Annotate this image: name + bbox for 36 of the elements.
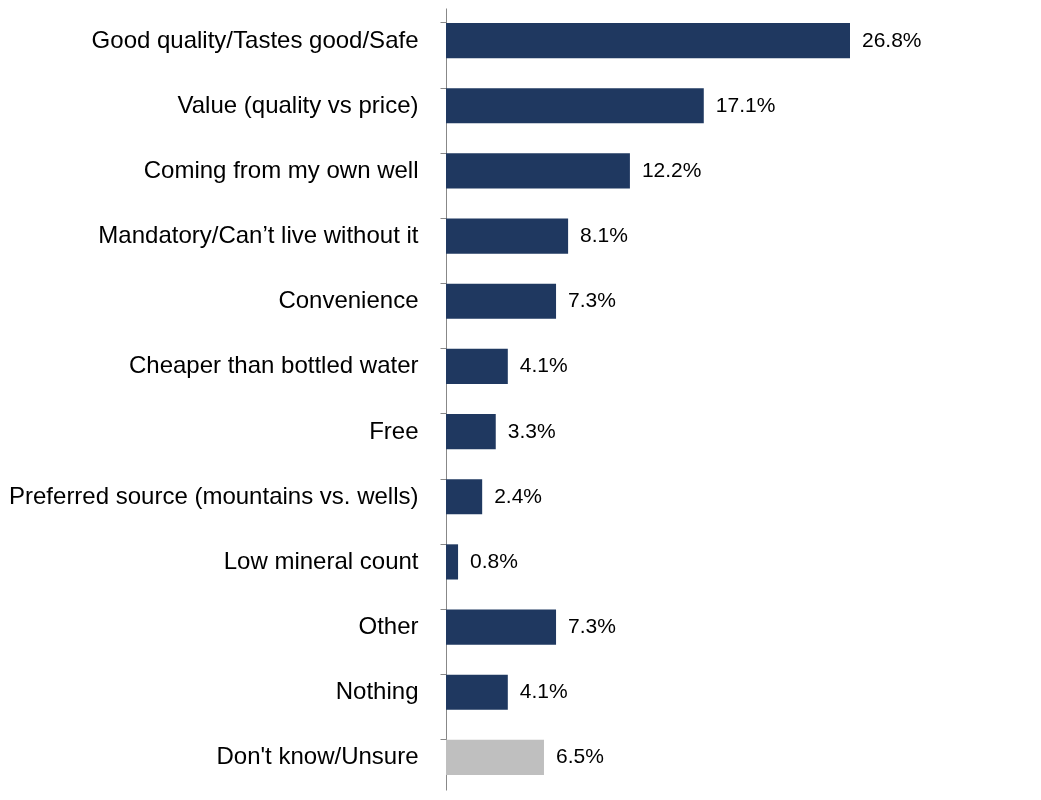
bar xyxy=(446,348,508,385)
data-label: 7.3% xyxy=(568,288,616,312)
bar xyxy=(446,283,557,319)
y-tick-label: Convenience xyxy=(278,286,419,314)
bar xyxy=(446,479,483,515)
bar xyxy=(446,413,496,450)
bar xyxy=(446,22,850,59)
data-label: 2.4% xyxy=(494,483,543,507)
y-tick-label: Other xyxy=(358,612,419,640)
data-label: 12.2% xyxy=(641,157,702,181)
data-label: 26.8% xyxy=(862,27,922,51)
y-tick-label: Low mineral count xyxy=(223,546,419,574)
data-label: 4.1% xyxy=(519,353,568,377)
bar xyxy=(446,88,704,124)
data-label: 8.1% xyxy=(580,223,628,247)
bar xyxy=(446,153,630,189)
y-tick-label: Don't know/Unsure xyxy=(216,742,419,770)
y-tick-label: Cheaper than bottled water xyxy=(128,351,419,379)
data-label: 4.1% xyxy=(519,679,568,703)
data-label: 17.1% xyxy=(715,92,776,116)
bar xyxy=(446,609,557,645)
y-tick-label: Free xyxy=(369,416,419,444)
y-tick-label: Value (quality vs price) xyxy=(177,90,419,118)
y-tick-label: Preferred source (mountains vs. wells) xyxy=(9,481,419,509)
y-tick-label: Coming from my own well xyxy=(143,155,419,183)
bar xyxy=(446,544,459,580)
y-tick-label: Good quality/Tastes good/Safe xyxy=(91,25,419,53)
bar xyxy=(446,218,569,254)
bar xyxy=(446,674,508,710)
data-label: 0.8% xyxy=(470,548,518,572)
y-tick-label: Nothing xyxy=(335,677,419,705)
data-label: 7.3% xyxy=(568,614,616,638)
bar xyxy=(446,739,544,776)
data-label: 6.5% xyxy=(555,744,604,768)
data-label: 3.3% xyxy=(507,418,556,442)
y-tick-label: Mandatory/Can’t live without it xyxy=(98,221,419,249)
